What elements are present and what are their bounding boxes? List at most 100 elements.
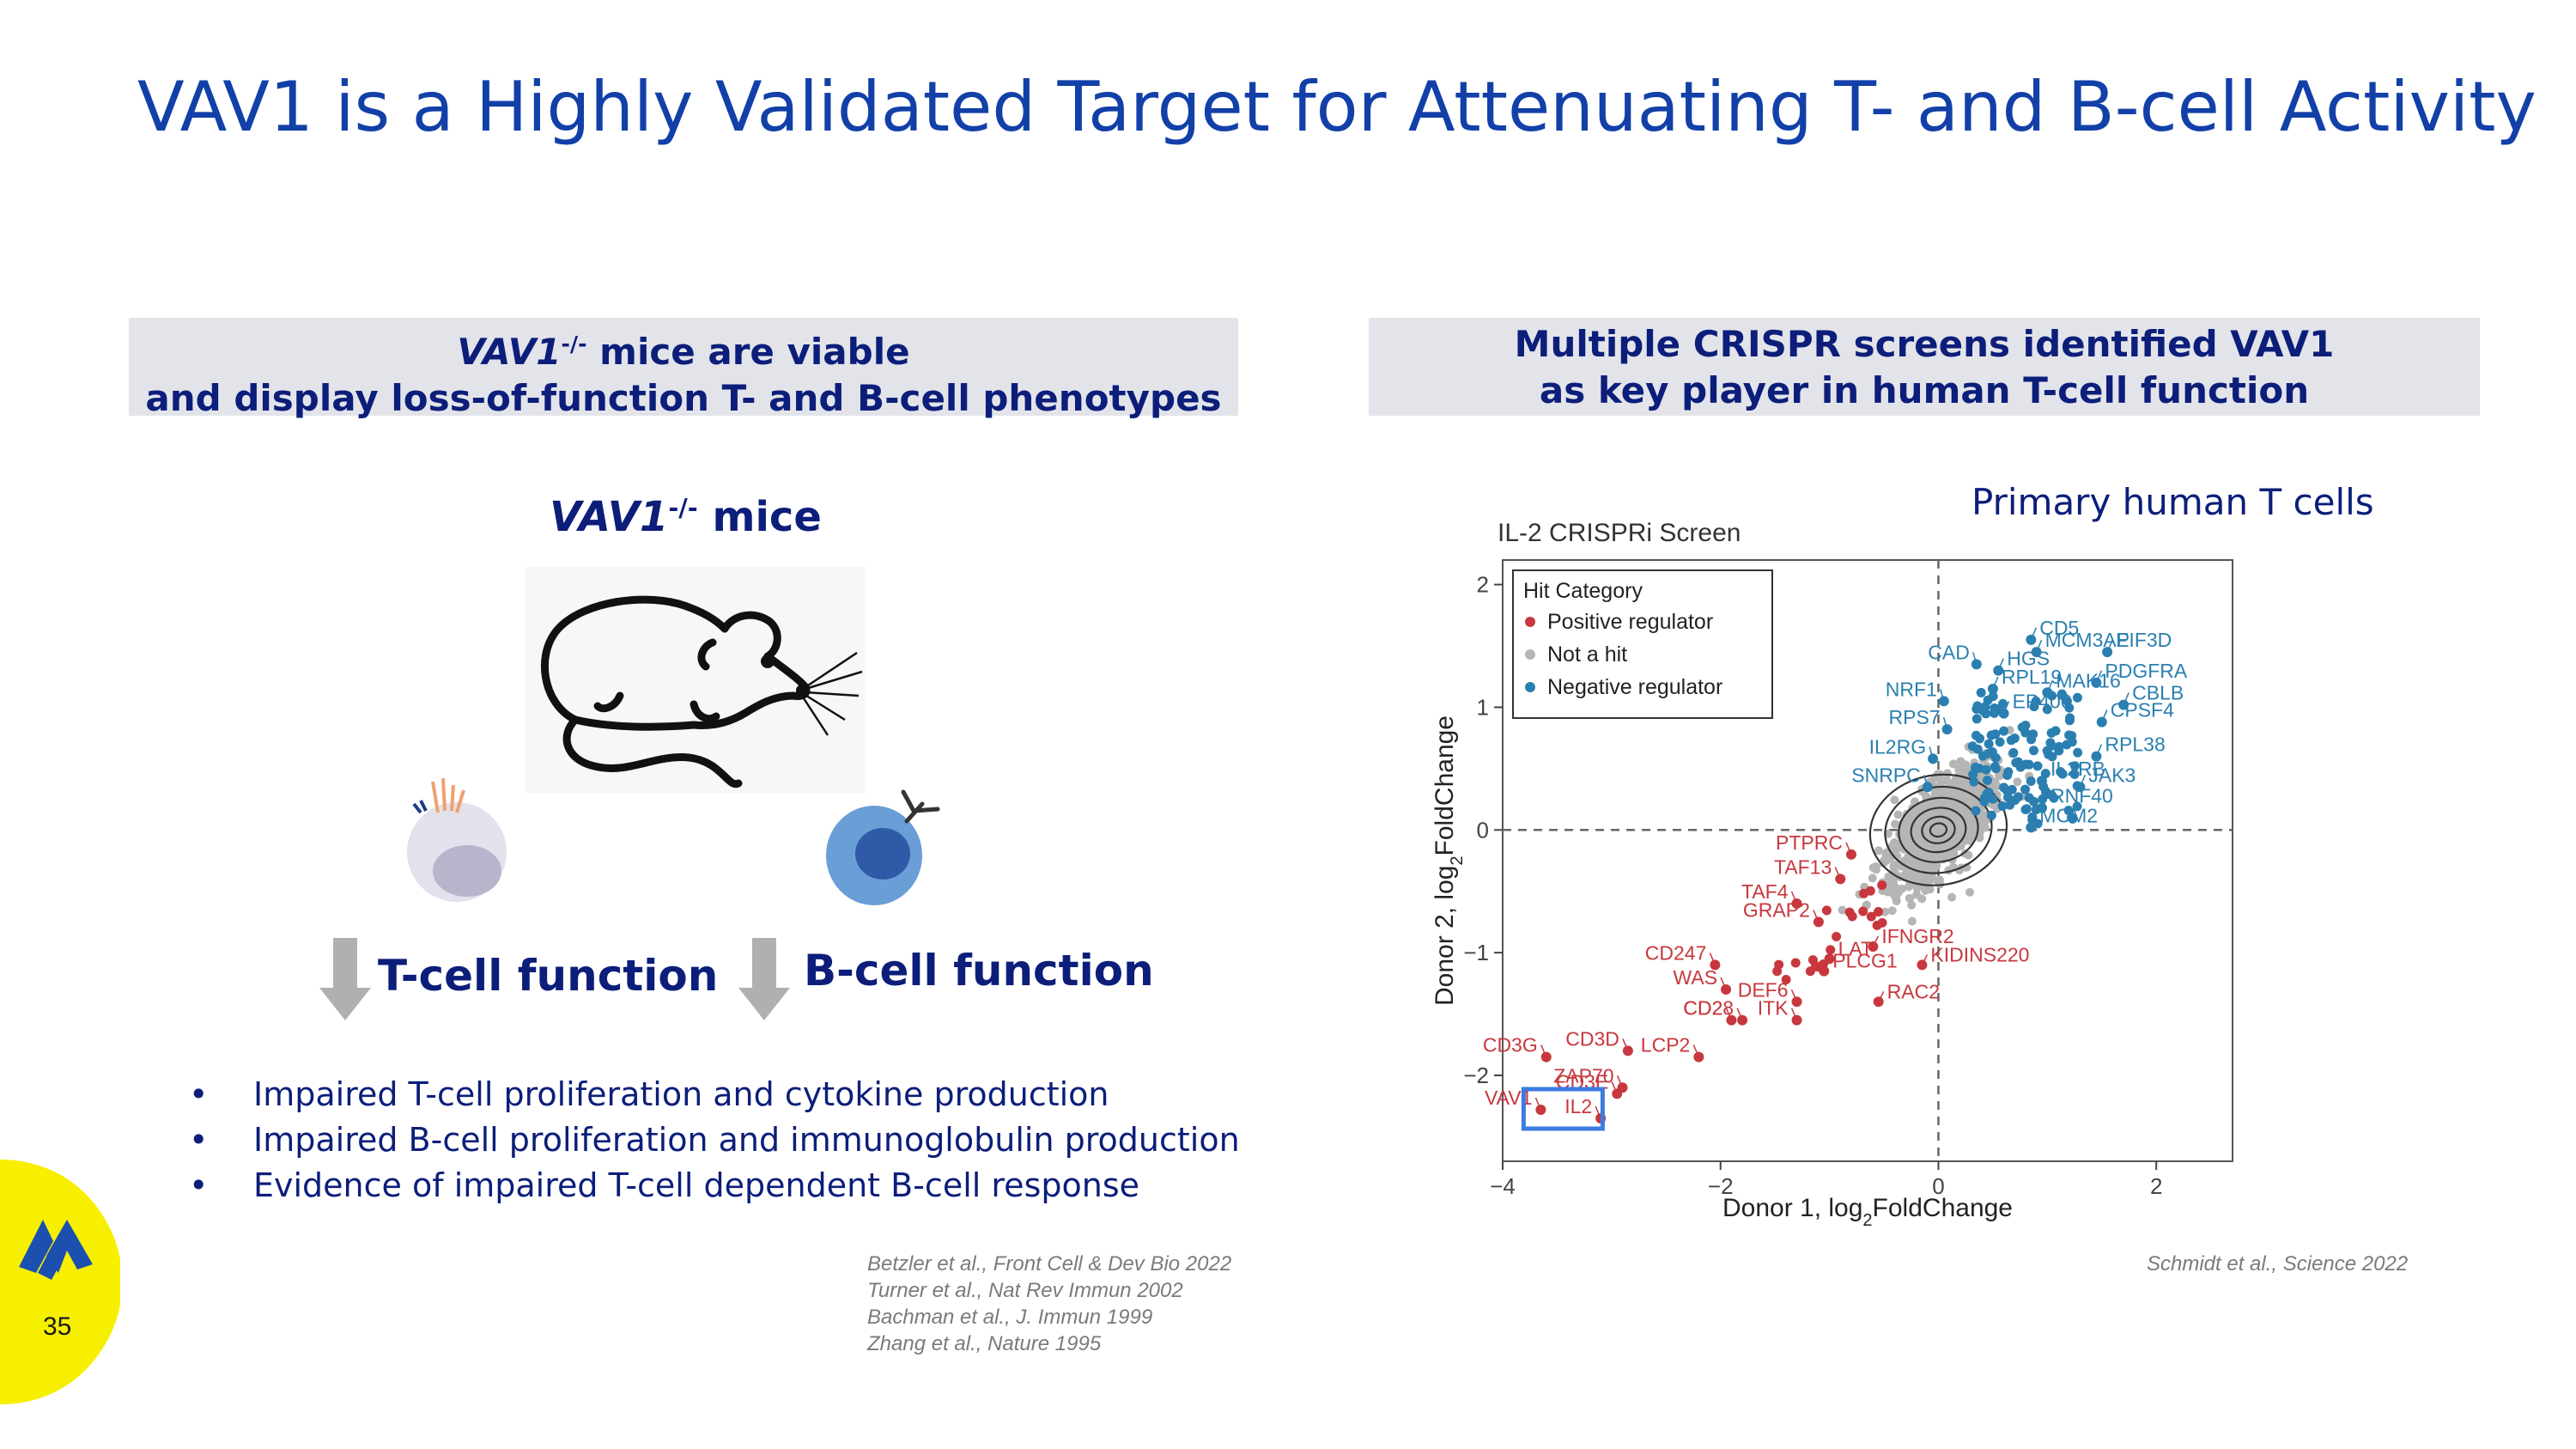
positive-regulator-point [1868, 941, 1879, 952]
negative-regulator-point [1976, 687, 1986, 697]
not-a-hit-point [1947, 787, 1956, 796]
not-a-hit-point [1838, 905, 1847, 915]
density-contour [1910, 807, 1967, 854]
point-label: ITK [1758, 997, 1789, 1020]
point-label: RPS7 [1889, 706, 1941, 728]
point-label: JAK3 [2088, 764, 2136, 786]
not-a-hit-point [1884, 872, 1893, 881]
density-contour [1921, 815, 1956, 844]
negative-regulator-point [2063, 806, 2074, 816]
point-label: LCP2 [1641, 1034, 1691, 1056]
mouse-icon [526, 567, 866, 794]
negative-regulator-point [1971, 659, 1982, 670]
negative-regulator-point [1983, 776, 1993, 786]
y-tick-label: 0 [1477, 817, 1489, 843]
point-label: IL2RG [1869, 735, 1926, 758]
brand-logo [0, 1160, 120, 1404]
not-a-hit-point [1935, 844, 1944, 854]
point-label: CD5 [2039, 617, 2079, 639]
point-label: KIDINS220 [1930, 943, 2029, 965]
negative-regulator-point [2042, 687, 2053, 698]
point-label: NRF1 [1886, 678, 1937, 700]
point-label: CD247 [1645, 941, 1707, 964]
x-tick-label: 0 [1932, 1173, 1944, 1199]
positive-regulator-point [1693, 1051, 1704, 1062]
chart-legend: Hit Category Positive regulator Not a hit N… [1512, 569, 1773, 719]
not-a-hit-point [1965, 887, 1975, 897]
negative-regulator-point [2069, 769, 2080, 779]
point-label: MAK16 [2056, 669, 2120, 691]
positive-regulator-point [1726, 1014, 1737, 1026]
density-contour [1898, 796, 1979, 863]
not-a-hit-point [1948, 759, 1958, 769]
right-header-line2: as key player in human T-cell function [1539, 369, 2310, 411]
legend-box [1512, 569, 1773, 719]
y-tick-label: 1 [1477, 694, 1489, 720]
point-label: CD2 [1683, 997, 1722, 1020]
not-a-hit-point [1893, 810, 1903, 819]
not-a-hit-point [1890, 795, 1899, 805]
negative-regulator-point [2118, 699, 2129, 710]
not-a-hit-point [1897, 884, 1906, 893]
negative-regulator-point [1974, 763, 1984, 773]
negative-regulator-point [1922, 782, 1933, 793]
positive-regulator-point [1866, 911, 1876, 922]
point-label: CPSF4 [2111, 699, 2174, 721]
not-a-hit-point [1947, 892, 1957, 902]
negative-regulator-point [2026, 634, 2037, 645]
not-a-hit-point [1907, 916, 1917, 926]
not-a-hit-point [1907, 900, 1917, 910]
not-a-hit-point [1964, 850, 1973, 860]
negative-regulator-point [2028, 729, 2038, 740]
point-label: RPL38 [2105, 734, 2165, 756]
not-a-hit-point [1868, 874, 1877, 883]
not-a-hit-point [1905, 893, 1914, 903]
negative-regulator-point [2072, 801, 2082, 812]
chart-subtitle: Primary human T cells [1971, 481, 2374, 523]
positive-regulator-point [1824, 953, 1835, 965]
not-a-hit-point [1911, 831, 1921, 840]
point-label: DEF6 [1738, 978, 1789, 1001]
point-label: IL2RB [2050, 758, 2105, 780]
point-label: RPL19 [2002, 666, 2062, 688]
negative-regulator-point [1978, 751, 1988, 761]
point-label: PLCG1 [1832, 950, 1897, 972]
legend-title: Hit Category [1523, 579, 1643, 603]
negative-regulator-point [2057, 769, 2068, 779]
point-label: CAD [1928, 641, 1970, 663]
b-cell-function-label: B-cell function [804, 946, 1154, 995]
mice-rest: mice [697, 493, 822, 541]
negative-regulator-point [2075, 782, 2086, 793]
positive-regulator-point [1772, 966, 1783, 977]
negative-regulator-point [2031, 696, 2041, 706]
point-label: EP400 [2013, 691, 2072, 713]
positive-regulator-point [1877, 880, 1887, 891]
not-a-hit-point [1942, 776, 1952, 785]
positive-regulator-point [1805, 966, 1815, 977]
negative-regulator-point [1990, 762, 2000, 772]
left-header-band: VAV1-/- mice are viable and display loss… [129, 318, 1238, 419]
positive-regulator-point [1622, 1045, 1633, 1056]
positive-regulator-point [1781, 974, 1791, 984]
not-a-hit-point [1938, 786, 1947, 795]
negative-regulator-point [1986, 810, 1996, 820]
positive-regulator-point [1790, 958, 1801, 968]
negative-regulator-point [2021, 804, 2032, 814]
point-label: HGS [2007, 648, 2050, 670]
legend-entry-label: Not a hit [1547, 642, 1627, 667]
point-label: MCM2 [2039, 804, 2098, 826]
positive-regulator-point [1872, 920, 1882, 930]
negative-regulator-point [2036, 776, 2047, 787]
not-a-hit-point [1956, 767, 1965, 776]
point-label: LAT [1838, 937, 1873, 959]
y-tick-label: −1 [1463, 940, 1489, 965]
left-header-sup: -/- [561, 332, 587, 356]
negative-regulator-point [2102, 647, 2113, 658]
y-axis-label: Donor 2, log2FoldChange [1431, 715, 1467, 1006]
mice-label: VAV1-/- mice [550, 493, 822, 541]
point-label: EIF3D [2116, 629, 2172, 651]
negative-regulator-point [2026, 822, 2037, 833]
down-arrow-icon [319, 938, 371, 1020]
